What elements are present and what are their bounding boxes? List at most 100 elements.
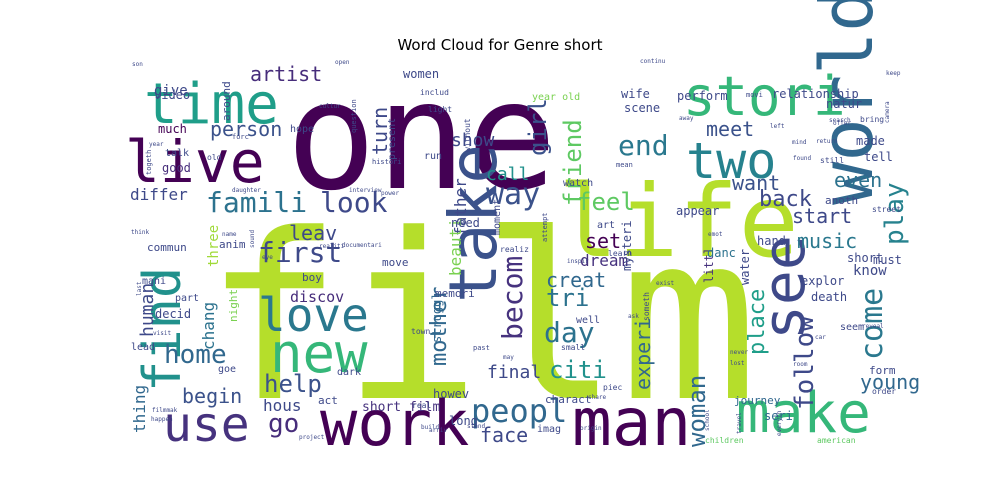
word-creat: creat bbox=[546, 268, 606, 292]
word-found: found bbox=[793, 155, 811, 162]
word-come: come bbox=[855, 288, 890, 360]
word-must: must bbox=[873, 253, 902, 267]
word-mani: mani bbox=[142, 276, 166, 287]
word-thing: thing bbox=[130, 385, 149, 433]
word-search: search bbox=[829, 117, 851, 124]
word-end: end bbox=[618, 129, 669, 162]
word-back: back bbox=[759, 187, 812, 212]
word-someth: someth bbox=[642, 292, 651, 321]
word-good: good bbox=[162, 161, 191, 175]
word-scene: scene bbox=[624, 101, 660, 115]
word-street: street bbox=[872, 205, 901, 214]
word-explor: explor bbox=[801, 274, 844, 288]
word-lead: lead bbox=[131, 342, 155, 353]
word-return: return bbox=[816, 138, 838, 145]
word-think: think bbox=[131, 229, 149, 236]
word-start: start bbox=[792, 204, 852, 228]
word-year: year bbox=[149, 141, 164, 148]
word-away: away bbox=[679, 115, 694, 122]
word-watch: watch bbox=[563, 178, 593, 189]
word-around: around bbox=[220, 81, 233, 121]
word-order: order bbox=[872, 387, 896, 396]
word-go: go bbox=[268, 409, 299, 439]
word-piec: piec bbox=[603, 383, 622, 392]
word-school: school bbox=[704, 409, 711, 431]
word-struggl: struggl bbox=[430, 292, 444, 343]
word-share: share bbox=[588, 394, 606, 401]
word-friend: friend bbox=[559, 119, 587, 206]
word-memori: memori bbox=[435, 287, 475, 300]
word-everyth: everyth bbox=[776, 410, 783, 436]
word-bring: bring bbox=[860, 115, 884, 124]
word-mean: mean bbox=[616, 161, 633, 169]
word-made: made bbox=[856, 134, 885, 148]
word-hope: hope bbox=[290, 124, 314, 135]
word-lost: lost bbox=[730, 360, 745, 367]
word-follow: follow bbox=[790, 316, 820, 410]
word-charact: charact bbox=[545, 393, 591, 406]
word-world: world bbox=[805, 0, 889, 205]
word-real: real bbox=[412, 401, 431, 410]
word-even: even bbox=[834, 168, 882, 192]
word-ask: ask bbox=[628, 313, 639, 320]
word-perform: perform bbox=[677, 89, 728, 103]
word-know: know bbox=[853, 263, 887, 279]
word-journey: journey bbox=[734, 394, 781, 407]
word-keep: keep bbox=[886, 70, 901, 77]
word-left: left bbox=[770, 123, 785, 130]
word-experi: experi bbox=[631, 318, 655, 390]
word-tri: tri bbox=[546, 284, 589, 312]
word-daughter: daughter bbox=[232, 187, 261, 194]
word-face: face bbox=[480, 423, 528, 447]
word-camera: camera bbox=[884, 101, 891, 123]
word-hand: hand bbox=[757, 234, 786, 248]
word-final: final bbox=[487, 362, 541, 383]
word-give: give bbox=[154, 83, 188, 99]
word-play: play bbox=[880, 182, 910, 245]
word-moment: moment bbox=[492, 199, 503, 235]
word-man: man bbox=[572, 384, 691, 461]
word-children: children bbox=[705, 436, 744, 445]
word-car: car bbox=[815, 334, 826, 341]
word-documentari: documentari bbox=[342, 242, 382, 249]
word-build: build bbox=[421, 424, 439, 431]
word-small: small bbox=[561, 343, 585, 352]
word-short: short bbox=[847, 251, 883, 265]
word-leav: leav bbox=[289, 221, 337, 245]
word-howev: howev bbox=[433, 387, 469, 401]
word-decid: decid bbox=[155, 307, 191, 321]
word-natur: natur bbox=[826, 97, 862, 111]
word-seri: seri bbox=[764, 409, 793, 423]
word-look: look bbox=[320, 186, 388, 219]
word-short-film: short film bbox=[362, 400, 440, 415]
word-death: death bbox=[811, 290, 847, 304]
word-togeth: togeth bbox=[145, 150, 153, 175]
word-realiti: realiti bbox=[319, 243, 345, 250]
word-seem: seem bbox=[840, 322, 864, 333]
word-forc: forc bbox=[232, 133, 249, 141]
word-new: new bbox=[270, 322, 368, 385]
word-old: old bbox=[207, 153, 222, 162]
word-citi: citi bbox=[549, 356, 607, 384]
word-becom: becom bbox=[496, 256, 529, 340]
word-stand: stand bbox=[467, 423, 485, 430]
word-project: project bbox=[299, 434, 325, 441]
word-much: much bbox=[158, 122, 187, 136]
word-commun: commun bbox=[147, 241, 187, 254]
word-town: town bbox=[411, 327, 430, 336]
word-mind: mind bbox=[792, 139, 807, 146]
word-live: live bbox=[125, 128, 265, 196]
word-cultur: cultur bbox=[319, 103, 341, 110]
word-arriv: arriv bbox=[429, 427, 447, 434]
word-women: women bbox=[403, 67, 439, 81]
word-light: light bbox=[428, 105, 452, 114]
word-hous: hous bbox=[263, 396, 302, 415]
word-run: run bbox=[424, 151, 442, 162]
word-day: day bbox=[544, 316, 595, 349]
word-still: still bbox=[820, 156, 844, 165]
word-woman: woman bbox=[683, 375, 711, 447]
word-question: question bbox=[350, 99, 358, 133]
word-show: show bbox=[451, 130, 495, 151]
word-one: one bbox=[286, 50, 557, 224]
word-take: take bbox=[435, 144, 512, 303]
